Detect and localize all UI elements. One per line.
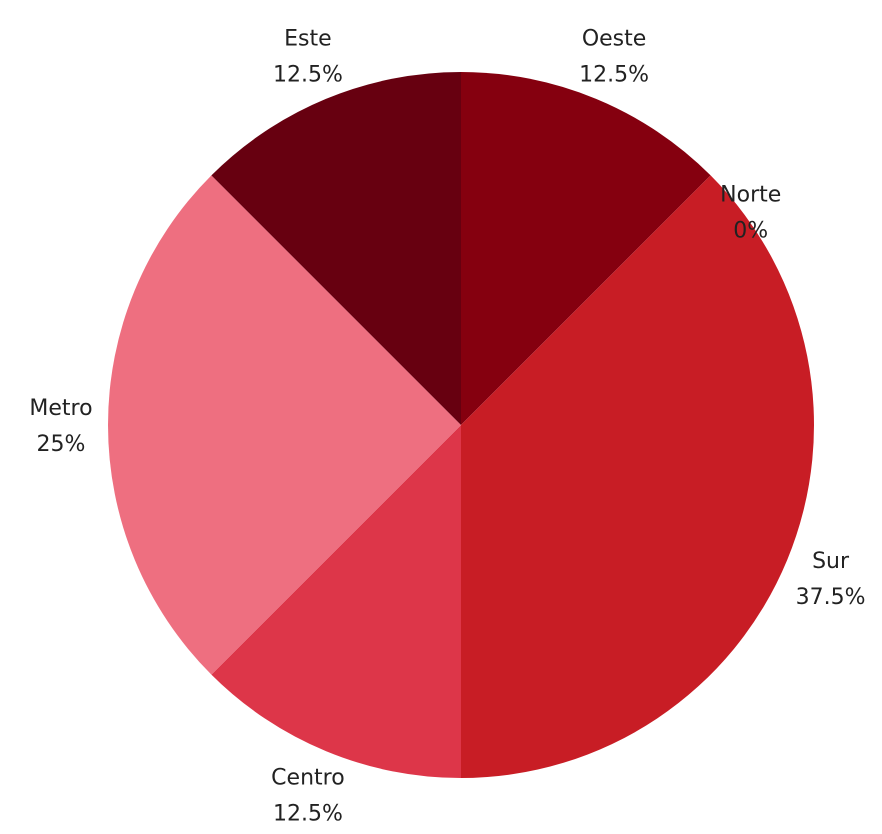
- slice-label-este: Este: [284, 26, 332, 51]
- slice-percent-metro: 25%: [37, 432, 86, 457]
- slice-label-metro: Metro: [29, 396, 92, 421]
- pie-slice-metro: [108, 175, 462, 675]
- slice-percent-centro: 12.5%: [273, 802, 343, 827]
- slice-label-sur: Sur: [812, 549, 850, 574]
- pie-labels: Oeste 12.5% Norte 0% Sur 37.5% Centro 12.5% Metr…: [29, 26, 865, 826]
- slice-percent-este: 12.5%: [273, 62, 343, 87]
- slice-label-oeste: Oeste: [582, 26, 646, 51]
- slice-label-norte: Norte: [720, 182, 781, 207]
- slice-label-centro: Centro: [271, 766, 345, 791]
- slice-percent-norte: 0%: [733, 218, 768, 243]
- slice-percent-sur: 37.5%: [796, 585, 866, 610]
- pie-slice-centro: [211, 425, 461, 778]
- pie-slice-oeste: [461, 72, 711, 425]
- pie-slice-sur: [461, 175, 814, 779]
- pie-slice-este: [211, 72, 461, 425]
- slice-percent-oeste: 12.5%: [579, 62, 649, 87]
- pie-slices: [108, 72, 814, 779]
